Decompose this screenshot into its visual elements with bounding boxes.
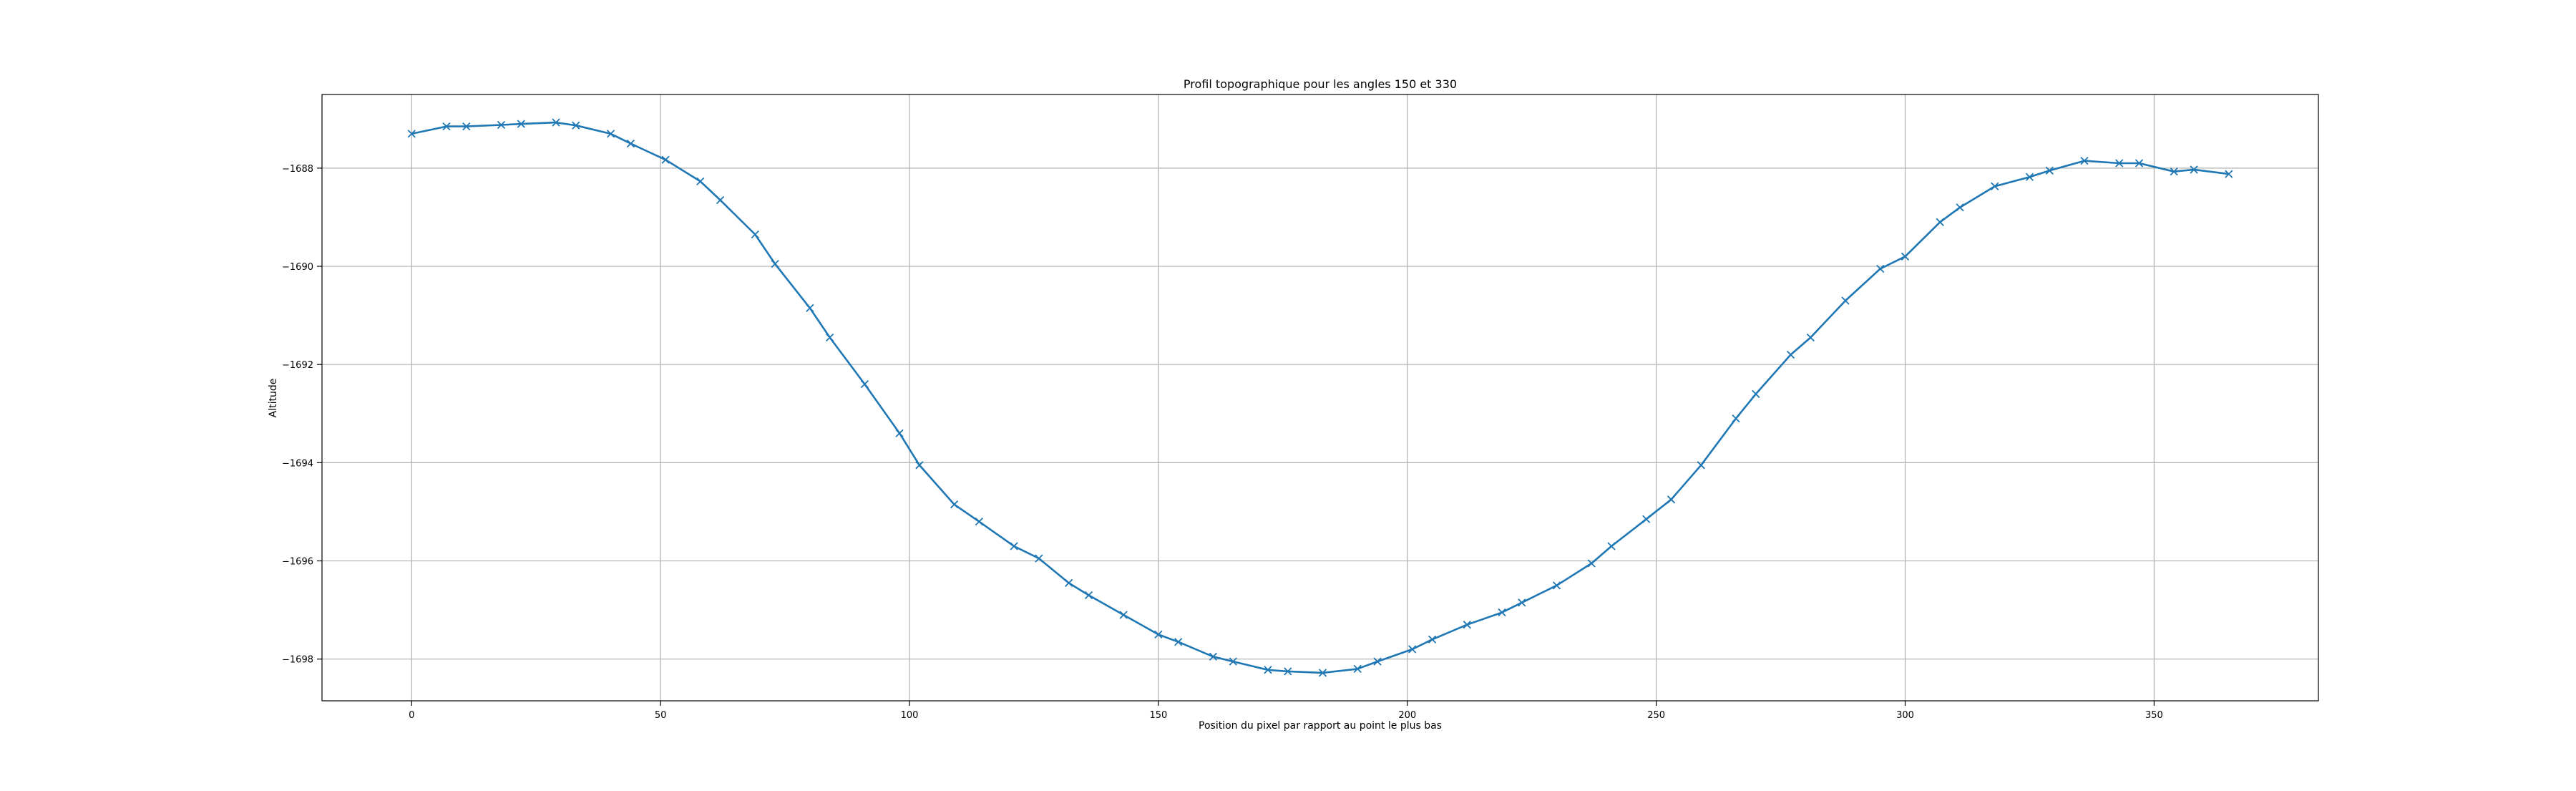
data-point [1353, 664, 1362, 674]
data-point [1209, 652, 1218, 661]
data-point [1428, 635, 1437, 644]
data-point [1119, 611, 1128, 619]
x-tick-label: 200 [1398, 710, 1416, 721]
x-tick-label: 350 [2145, 710, 2163, 721]
ticks: 0 50 100 150 200 250 300 350 −1688 −1690 −1692 −169… [282, 164, 2163, 721]
data-point [1607, 542, 1616, 550]
data-point [1806, 333, 1815, 342]
x-tick-label: 150 [1149, 710, 1167, 721]
data-point [2080, 156, 2089, 165]
grid [322, 94, 2318, 701]
series-line [411, 121, 2229, 674]
data-point [1991, 182, 1999, 190]
data-point [2045, 166, 2054, 175]
data-point [860, 380, 869, 389]
data-point [1876, 264, 1885, 273]
data-point [1373, 657, 1382, 666]
data-point [950, 500, 959, 509]
data-point [2170, 168, 2178, 176]
data-point [572, 121, 580, 130]
y-tick-label: −1698 [282, 655, 313, 666]
data-point [606, 130, 615, 138]
data-point [751, 230, 759, 239]
data-point [826, 333, 834, 342]
data-point [661, 155, 670, 164]
data-point [1901, 252, 1910, 261]
x-tick-label: 300 [1896, 710, 1914, 721]
series-layer [407, 118, 2233, 677]
y-tick-label: −1690 [282, 262, 313, 273]
y-tick-label: −1694 [282, 458, 313, 469]
data-point [1318, 669, 1327, 677]
data-point [716, 195, 725, 205]
data-point [1284, 667, 1292, 676]
data-point [1732, 414, 1740, 423]
data-point [626, 139, 635, 148]
data-point [1642, 515, 1651, 523]
data-point [1229, 657, 1237, 666]
data-point [407, 130, 416, 138]
data-point [1587, 559, 1596, 568]
data-point [696, 177, 705, 186]
y-tick-label: −1692 [282, 360, 313, 371]
data-point [517, 120, 525, 128]
data-point [1084, 591, 1093, 600]
data-point [1786, 350, 1795, 359]
data-point [1936, 218, 1944, 226]
data-point [1463, 621, 1471, 629]
data-point [1841, 296, 1850, 305]
x-tick-label: 50 [655, 710, 667, 721]
data-point [771, 259, 779, 268]
data-point [1010, 542, 1018, 550]
data-point [1264, 666, 1272, 674]
data-point [442, 122, 451, 131]
data-point [1035, 554, 1043, 563]
data-point [2025, 173, 2034, 181]
data-point [2115, 159, 2124, 168]
data-point [497, 120, 506, 130]
data-point [2190, 165, 2198, 174]
data-point [2135, 159, 2144, 168]
data-point [1498, 608, 1506, 617]
data-point [1154, 630, 1163, 639]
data-point [1667, 495, 1676, 504]
data-point [806, 304, 814, 312]
data-point [1408, 645, 1417, 654]
data-point [1956, 203, 1964, 212]
plot-frame [321, 94, 2319, 702]
data-point [1697, 461, 1705, 470]
data-point [462, 122, 471, 131]
data-point [1518, 598, 1526, 607]
data-point [1174, 638, 1183, 646]
data-point [1752, 389, 1760, 398]
y-tick-label: −1688 [282, 164, 313, 175]
y-axis-label: Altitude [268, 379, 279, 418]
x-axis-label: Position du pixel par rapport au point l… [1199, 720, 1442, 732]
x-tick-label: 250 [1647, 710, 1665, 721]
chart-title: Profil topographique pour les angles 150… [1184, 77, 1457, 91]
data-point [1065, 578, 1073, 588]
data-point [2225, 170, 2233, 178]
y-tick-label: −1696 [282, 557, 313, 568]
data-point [915, 461, 924, 470]
x-tick-label: 0 [409, 710, 414, 721]
data-point [552, 118, 560, 127]
data-point [975, 518, 984, 526]
x-tick-label: 100 [901, 710, 919, 721]
data-point [1552, 581, 1561, 590]
data-point [895, 429, 904, 437]
